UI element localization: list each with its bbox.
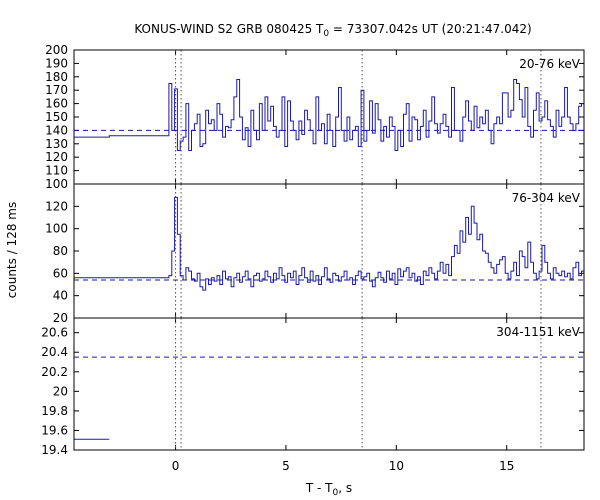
band-label: 304-1151 keV <box>496 325 580 339</box>
y-tick-label: 120 <box>45 199 68 213</box>
y-tick-label: 160 <box>45 97 68 111</box>
y-tick-label: 140 <box>45 123 68 137</box>
y-tick-label: 19.8 <box>41 404 68 418</box>
light-curve-series <box>74 196 584 291</box>
band-label: 76-304 keV <box>512 191 581 205</box>
panel-2: 76-304 keV 20 40 60 80 100 120 <box>45 183 585 325</box>
y-tick-label: 60 <box>53 266 68 280</box>
light-curve-series <box>74 79 584 151</box>
plot-panels: 20-76 keV1001101201301401501601701801902… <box>41 43 585 473</box>
x-tick-label: 0 <box>172 459 180 473</box>
y-tick-label: 150 <box>45 110 68 124</box>
x-tick-label: 5 <box>282 459 290 473</box>
panel-3: 304-1151 keV 19.4 19.6 19.8 20 20.2 20.4 20.6 <box>41 317 585 457</box>
y-tick-label: 80 <box>53 244 68 258</box>
y-tick-label: 19.6 <box>41 423 68 437</box>
panel-frame <box>73 183 585 319</box>
y-tick-label: 100 <box>45 177 68 191</box>
band-label: 20-76 keV <box>519 57 581 71</box>
y-tick-label: 100 <box>45 222 68 236</box>
x-tick-label: 10 <box>389 459 404 473</box>
y-tick-label: 20 <box>53 384 68 398</box>
y-tick-label: 200 <box>45 43 68 57</box>
x-axis-label: T - T0, s <box>305 481 352 498</box>
panel-frame <box>73 49 585 185</box>
chart-title: KONUS-WIND S2 GRB 080425 T0 = 73307.042s… <box>134 22 531 39</box>
y-tick-label: 120 <box>45 150 68 164</box>
y-tick-label: 20 <box>53 311 68 325</box>
panel-frame <box>73 317 585 451</box>
y-tick-label: 110 <box>45 164 68 178</box>
y-tick-label: 130 <box>45 137 68 151</box>
y-tick-label: 20.2 <box>41 365 68 379</box>
y-axis-label: counts / 128 ms <box>5 202 19 298</box>
y-tick-label: 180 <box>45 70 68 84</box>
y-tick-label: 190 <box>45 56 68 70</box>
y-tick-label: 19.4 <box>41 443 68 457</box>
y-tick-label: 20.6 <box>41 326 68 340</box>
x-tick-label: 15 <box>499 459 514 473</box>
panel-1: 20-76 keV 1001101201301401501601701801902… <box>45 43 585 191</box>
y-tick-label: 40 <box>53 289 68 303</box>
y-tick-label: 170 <box>45 83 68 97</box>
y-tick-label: 20.4 <box>41 345 68 359</box>
